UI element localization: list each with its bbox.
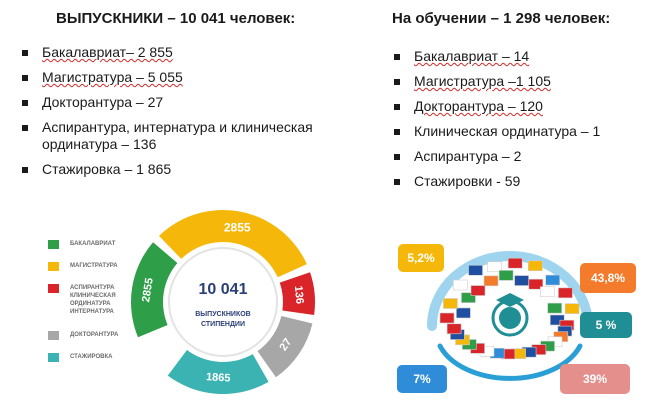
legend-item: АСПИРАНТУРА КЛИНИЧЕСКАЯ ОРДИНАТУРА ИНТЕР… [48,284,148,316]
flag-icon [528,278,544,290]
legend-swatch [48,330,59,340]
flag-icon [468,264,483,276]
donut-center-value: 10 041 [199,281,248,298]
flag-icon [558,287,573,299]
list-item: Стажировки - 59 [392,173,662,190]
list-item-label: Аспирантура, интернатура и клиническая о… [42,119,313,153]
list-item: Бакалавриат– 2 855 [20,44,320,61]
percentage-callout-label: 43,8% [591,271,625,285]
donut-slice [130,242,178,338]
flag-icon [456,307,471,319]
donut-slice-label: 136 [292,285,306,304]
percentage-callout-label: 39% [583,372,607,386]
studying-list: Бакалавриат – 14 Магистратура –1 105 Док… [392,48,662,198]
list-item: Магистратура – 5 055 [20,69,320,86]
list-item-label: Докторантура – 120 [414,98,543,115]
donut-slice [158,210,307,278]
donut-slice [279,272,316,315]
donut-center-text-line: ВЫПУСКНИКОВ [195,311,250,318]
legend-item: МАГИСТРАТУРА [48,262,148,272]
studying-heading: На обучении – 1 298 человек: [392,10,611,27]
legend-item: БАКАЛАВРИАТ [48,240,148,249]
percentage-callout [580,312,632,338]
list-item-label: Магистратура – 5 055 [42,69,183,86]
percentage-callout [580,263,636,293]
donut-slice-label: 27 [277,336,294,353]
list-item-label: Магистратура –1 105 [414,73,551,90]
flag-icon [443,298,458,309]
list-item: Бакалавриат – 14 [392,48,662,65]
flag-icon [439,312,455,324]
list-item: Докторантура – 120 [392,98,662,115]
flag-icon [487,261,502,273]
donut-slice-label: 2855 [224,220,251,234]
legend-swatch [48,284,59,294]
legend-label: АСПИРАНТУРА КЛИНИЧЕСКАЯ ОРДИНАТУРА ИНТЕР… [70,285,116,316]
list-item: Магистратура –1 105 [392,73,662,90]
percentage-callout-label: 5,2% [407,251,435,265]
legend-label: БАКАЛАВРИАТ [70,241,116,247]
list-item: Аспирантура, интернатура и клиническая о… [20,119,320,153]
flag-icon [446,323,462,335]
legend-swatch [48,240,59,249]
globe-arc [427,251,593,331]
list-item-label: Бакалавриат– 2 855 [42,44,173,60]
percentage-callout-label: 5 % [596,318,617,332]
percentage-callout-label: 7% [413,372,431,386]
flag-icon [507,257,523,269]
list-item-label: Аспирантура – 2 [414,148,522,165]
flag-icon [452,279,468,291]
graduation-cap-icon [496,293,524,307]
flag-icon [514,275,529,286]
percentage-callout [398,244,444,272]
list-item: Докторантура – 27 [20,94,320,111]
graduates-list: Бакалавриат– 2 855 Магистратура – 5 055 … [20,44,320,186]
donut-center-text-line: СТИПЕНДИИ [201,321,245,328]
legend-label: МАГИСТРАТУРА [70,263,118,270]
list-item-label: Докторантура – 27 [42,94,164,111]
flag-icon [528,260,543,272]
donut-slice [257,316,313,378]
flag-icon [545,274,560,286]
graduates-heading: ВЫПУСКНИКИ – 10 041 человек: [56,10,296,27]
donut-slice-label: 2855 [140,277,156,303]
flag-icon [498,270,514,281]
list-item: Клиническая ординатура – 1 [392,123,662,140]
legend-item: ДОКТОРАНТУРА [48,330,148,340]
flag-icon [539,286,555,298]
donut-hole [168,247,278,357]
legend-label: ДОКТОРАНТУРА [70,331,119,338]
list-item-label: Бакалавриат – 14 [414,48,530,64]
legend-swatch [48,352,59,362]
percentage-callout [397,365,447,393]
flag-icon [547,302,562,314]
flag-icon [564,303,580,314]
legend-label: СТАЖИРОВКА [70,353,113,360]
list-item-label: Стажировки - 59 [414,173,521,190]
legend-swatch [48,262,59,272]
legend-item: СТАЖИРОВКА [48,352,148,362]
donut-center-text: ВЫПУСКНИКОВ СТИПЕНДИИ [195,311,250,328]
list-item-label: Стажировка – 1 865 [42,161,172,178]
globe-swoosh [437,343,583,381]
globe-icon-fill [499,307,521,329]
flag-icon [483,275,499,287]
flag-icon [470,285,486,296]
list-item-label: Клиническая ординатура – 1 [414,123,601,140]
donut-legend: БАКАЛАВРИАТ МАГИСТРАТУРА АСПИРАНТУРА КЛИ… [48,240,148,375]
list-item: Аспирантура – 2 [392,148,662,165]
percentage-callout [560,364,630,394]
donut-slice-label: 1865 [206,371,231,385]
flag-icon [461,292,476,303]
donut-slice [167,349,269,394]
list-item: Стажировка – 1 865 [20,161,320,178]
